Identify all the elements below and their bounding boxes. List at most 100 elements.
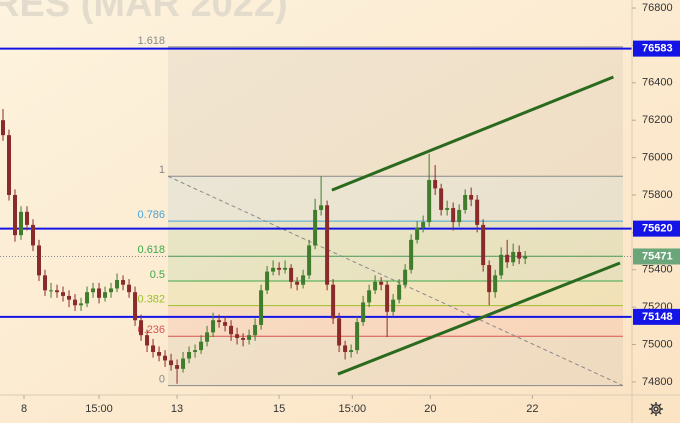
level-label-bg: [633, 220, 680, 237]
candle-body: [343, 345, 348, 353]
candle-body: [487, 265, 492, 293]
fib-zone: [168, 221, 623, 257]
candle-body: [355, 322, 360, 351]
candle-body: [205, 332, 210, 342]
candle-body: [331, 284, 336, 319]
candle-body: [445, 208, 450, 210]
candle-body: [403, 269, 408, 285]
level-label: 76583: [642, 43, 673, 55]
fib-label: 0.5: [150, 269, 165, 281]
candle-body: [349, 350, 354, 353]
fib-zone: [168, 256, 623, 281]
y-tick-label: 75400: [642, 264, 673, 276]
candle-body: [313, 209, 318, 246]
candle-body: [463, 194, 468, 210]
candle-body: [505, 254, 510, 263]
fib-label: 1.618: [138, 35, 166, 47]
fib-label: 1: [159, 164, 165, 176]
candle-body: [379, 281, 384, 285]
candle-body: [55, 290, 60, 293]
candle-body: [37, 245, 42, 276]
candle-body: [289, 267, 294, 282]
candle-body: [103, 292, 108, 298]
fib-label: 0: [159, 374, 165, 386]
candle-body: [499, 254, 504, 276]
fib-zone: [168, 336, 623, 386]
candle-body: [109, 288, 114, 293]
candle-body: [493, 275, 498, 293]
candle-body: [265, 271, 270, 291]
candle-body: [271, 267, 276, 272]
candle-body: [241, 337, 246, 340]
fib-zone: [168, 280, 623, 306]
candle-body: [49, 290, 54, 292]
candle-body: [307, 245, 312, 276]
candle-body: [19, 211, 24, 236]
y-tick-label: 76000: [642, 151, 673, 163]
candle-body: [43, 275, 48, 291]
candle-body: [361, 302, 366, 323]
fib-label: 0.618: [138, 244, 166, 256]
candle-body: [223, 322, 228, 326]
x-tick-label: 15:00: [85, 403, 113, 415]
fib-zone: [168, 176, 623, 222]
candle-body: [31, 224, 36, 246]
candle-body: [181, 358, 186, 369]
candle-body: [97, 288, 102, 298]
candle-body: [475, 199, 480, 225]
candle-body: [73, 299, 78, 306]
y-tick-label: 76800: [642, 2, 673, 14]
x-tick-label: 15: [273, 403, 285, 415]
candle-body: [91, 288, 96, 293]
candle-body: [391, 299, 396, 312]
level-label-bg: [633, 40, 680, 57]
candle-body: [283, 267, 288, 270]
candle-body: [115, 280, 120, 289]
candle-body: [277, 267, 282, 270]
candle-body: [421, 222, 426, 228]
last-price-label: 75471: [642, 250, 673, 262]
candle-body: [127, 284, 132, 293]
candle-body: [337, 318, 342, 346]
candle-body: [325, 205, 330, 285]
candle-body: [61, 292, 66, 296]
candle-body: [157, 352, 162, 356]
plot-area: 1.618 1 0.786 0.618 0.5 0.382 0.236 0: [0, 35, 632, 387]
y-tick-label: 74800: [642, 376, 673, 388]
candle-body: [319, 205, 324, 210]
candle-body: [469, 194, 474, 200]
x-tick-label: 20: [424, 403, 436, 415]
fib-label: 0.236: [138, 324, 166, 336]
candle-body: [523, 256, 528, 259]
trend-line: [337, 261, 621, 376]
candle-body: [517, 251, 522, 259]
fib-zone: [168, 46, 623, 177]
candle-body: [301, 275, 306, 285]
candle-body: [259, 290, 264, 325]
candle-body: [1, 120, 6, 136]
candle-body: [439, 188, 444, 210]
candle-body: [163, 355, 168, 361]
candle-body: [121, 280, 126, 285]
candle-body: [415, 227, 420, 240]
candle-body: [25, 211, 30, 225]
x-tick-label: 13: [171, 403, 183, 415]
watermark: RES (MAR 2022): [0, 0, 288, 25]
y-tick-label: 76400: [642, 77, 673, 89]
candle-body: [409, 239, 414, 270]
last-price-label-bg: [633, 248, 680, 265]
candle-body: [139, 320, 144, 336]
candle-body: [145, 335, 150, 346]
candle-body: [85, 292, 90, 304]
candle-body: [235, 334, 240, 338]
settings-icon[interactable]: [649, 402, 663, 416]
candle-body: [295, 281, 300, 285]
candle-body: [211, 320, 216, 333]
fib-zone: [168, 305, 623, 337]
candle-body: [169, 360, 174, 366]
candle-body: [253, 324, 258, 336]
level-label: 75148: [642, 311, 673, 323]
candle-body: [7, 135, 12, 195]
y-tick-label: 75000: [642, 338, 673, 350]
